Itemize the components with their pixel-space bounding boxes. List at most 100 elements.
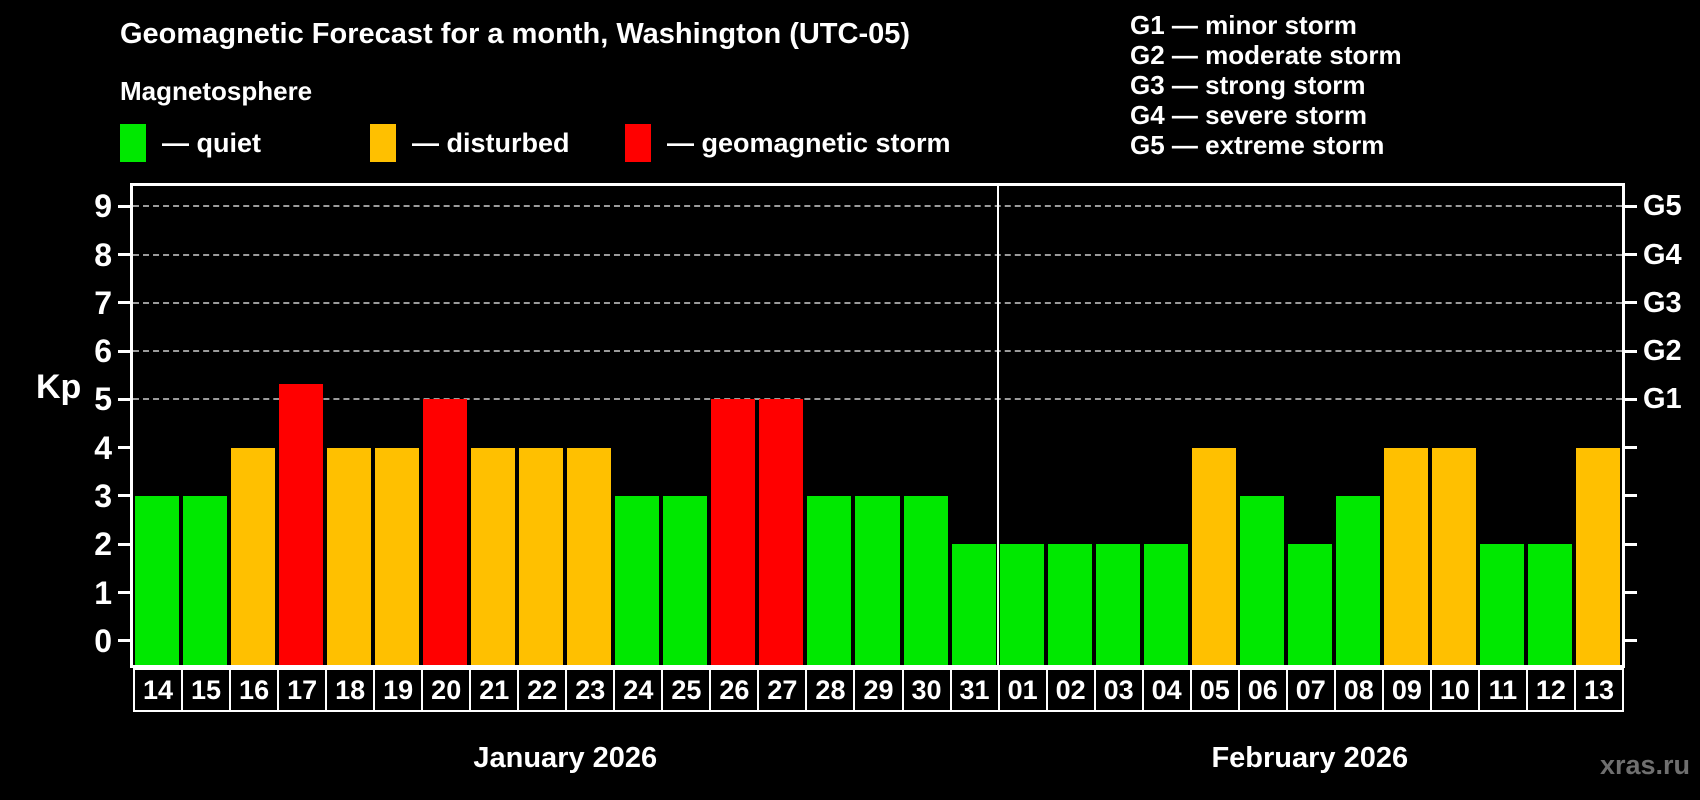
storm-swatch <box>625 124 651 162</box>
date-cell-31: 31 <box>949 668 1000 712</box>
legend-item-label: — geomagnetic storm <box>667 127 951 158</box>
kp-bar-day-16 <box>231 447 276 665</box>
date-cell-06: 06 <box>1237 668 1288 712</box>
kp-bar-day-07 <box>1287 544 1332 665</box>
legend-item-storm: — geomagnetic storm <box>625 123 951 163</box>
gridline-kp-5 <box>133 398 1622 401</box>
kp-bar-day-05 <box>1191 447 1236 665</box>
y-tick-label-0: 0 <box>94 622 112 659</box>
y-tick-left-3 <box>118 494 130 498</box>
legend-item-label: — disturbed <box>412 127 570 158</box>
date-cell-15: 15 <box>181 668 232 712</box>
storm-scale-item: G3 — strong storm <box>1130 70 1366 100</box>
kp-bar-day-02 <box>1047 544 1092 665</box>
y-tick-label-5: 5 <box>94 381 112 418</box>
date-cell-24: 24 <box>613 668 664 712</box>
page-title: Geomagnetic Forecast for a month, Washin… <box>120 18 911 50</box>
y-tick-label-3: 3 <box>94 477 112 514</box>
y-tick-label-8: 8 <box>94 236 112 273</box>
y-tick-left-9 <box>118 204 130 208</box>
storm-scale-item: G2 — moderate storm <box>1130 40 1402 70</box>
kp-bar-day-08 <box>1335 496 1380 665</box>
date-cell-20: 20 <box>421 668 472 712</box>
kp-bar-day-09 <box>1383 447 1428 665</box>
disturbed-swatch <box>370 124 396 162</box>
y-tick-right-3 <box>1625 494 1637 498</box>
kp-bar-day-20 <box>423 399 468 665</box>
kp-bar-day-21 <box>471 447 516 665</box>
date-cell-18: 18 <box>325 668 376 712</box>
kp-bar-day-18 <box>327 447 372 665</box>
date-cell-21: 21 <box>469 668 520 712</box>
kp-bar-day-28 <box>807 496 852 665</box>
date-cell-02: 02 <box>1045 668 1096 712</box>
kp-bar-day-19 <box>375 447 420 665</box>
legend-item-label: — quiet <box>162 127 261 158</box>
date-cell-11: 11 <box>1477 668 1528 712</box>
storm-scale-legend: G1 — minor storm G2 — moderate storm G3 — … <box>1130 10 1402 160</box>
y-tick-left-5 <box>118 397 130 401</box>
y-tick-right-5 <box>1625 397 1637 401</box>
kp-bar-day-04 <box>1143 544 1188 665</box>
legend-item-disturbed: — disturbed <box>370 123 570 163</box>
date-cell-16: 16 <box>229 668 280 712</box>
storm-scale-item: G1 — minor storm <box>1130 10 1357 40</box>
y-tick-left-7 <box>118 301 130 305</box>
date-cell-12: 12 <box>1525 668 1576 712</box>
date-cell-03: 03 <box>1093 668 1144 712</box>
kp-bar-day-24 <box>615 496 660 665</box>
kp-bar-day-03 <box>1095 544 1140 665</box>
date-cell-26: 26 <box>709 668 760 712</box>
kp-bar-day-26 <box>711 399 756 665</box>
date-cell-25: 25 <box>661 668 712 712</box>
kp-bar-day-12 <box>1527 544 1572 665</box>
y-tick-left-0 <box>118 639 130 643</box>
y-tick-label-7: 7 <box>94 284 112 321</box>
y-tick-left-1 <box>118 591 130 595</box>
kp-bar-day-13 <box>1575 447 1620 665</box>
y-tick-left-6 <box>118 349 130 353</box>
month-label: February 2026 <box>1211 742 1409 774</box>
date-cell-19: 19 <box>373 668 424 712</box>
date-cell-08: 08 <box>1333 668 1384 712</box>
date-cell-13: 13 <box>1573 668 1624 712</box>
date-cell-10: 10 <box>1429 668 1480 712</box>
legend-item-quiet: — quiet <box>120 123 261 163</box>
kp-bar-day-25 <box>663 496 708 665</box>
g-axis-label-G5: G5 <box>1643 190 1682 223</box>
kp-bar-day-29 <box>855 496 900 665</box>
kp-bar-day-10 <box>1431 447 1476 665</box>
g-axis-label-G1: G1 <box>1643 383 1682 416</box>
kp-bar-day-14 <box>135 496 180 665</box>
date-cell-01: 01 <box>997 668 1048 712</box>
month-label: January 2026 <box>473 742 658 774</box>
watermark: xras.ru <box>1599 750 1690 780</box>
kp-bar-day-30 <box>903 496 948 665</box>
y-tick-right-1 <box>1625 591 1637 595</box>
y-tick-label-1: 1 <box>94 574 112 611</box>
kp-bar-day-27 <box>759 399 804 665</box>
date-cell-22: 22 <box>517 668 568 712</box>
kp-bar-day-22 <box>519 447 564 665</box>
date-cell-23: 23 <box>565 668 616 712</box>
y-tick-right-2 <box>1625 542 1637 546</box>
kp-bar-day-17 <box>279 383 324 665</box>
gridline-kp-6 <box>133 350 1622 353</box>
gridline-kp-9 <box>133 205 1622 208</box>
kp-bar-day-01 <box>999 544 1044 665</box>
g-axis-label-G4: G4 <box>1643 238 1682 271</box>
y-tick-left-4 <box>118 446 130 450</box>
y-tick-label-9: 9 <box>94 188 112 225</box>
month-divider <box>996 186 999 665</box>
y-tick-right-7 <box>1625 301 1637 305</box>
g-axis-label-G2: G2 <box>1643 335 1682 368</box>
y-tick-left-8 <box>118 253 130 257</box>
kp-bar-day-06 <box>1239 496 1284 665</box>
y-tick-right-6 <box>1625 349 1637 353</box>
g-axis-label-G3: G3 <box>1643 286 1682 319</box>
y-tick-right-8 <box>1625 253 1637 257</box>
y-tick-label-6: 6 <box>94 333 112 370</box>
date-cell-14: 14 <box>133 668 184 712</box>
gridline-kp-8 <box>133 253 1622 256</box>
storm-scale-item: G4 — severe storm <box>1130 100 1368 130</box>
